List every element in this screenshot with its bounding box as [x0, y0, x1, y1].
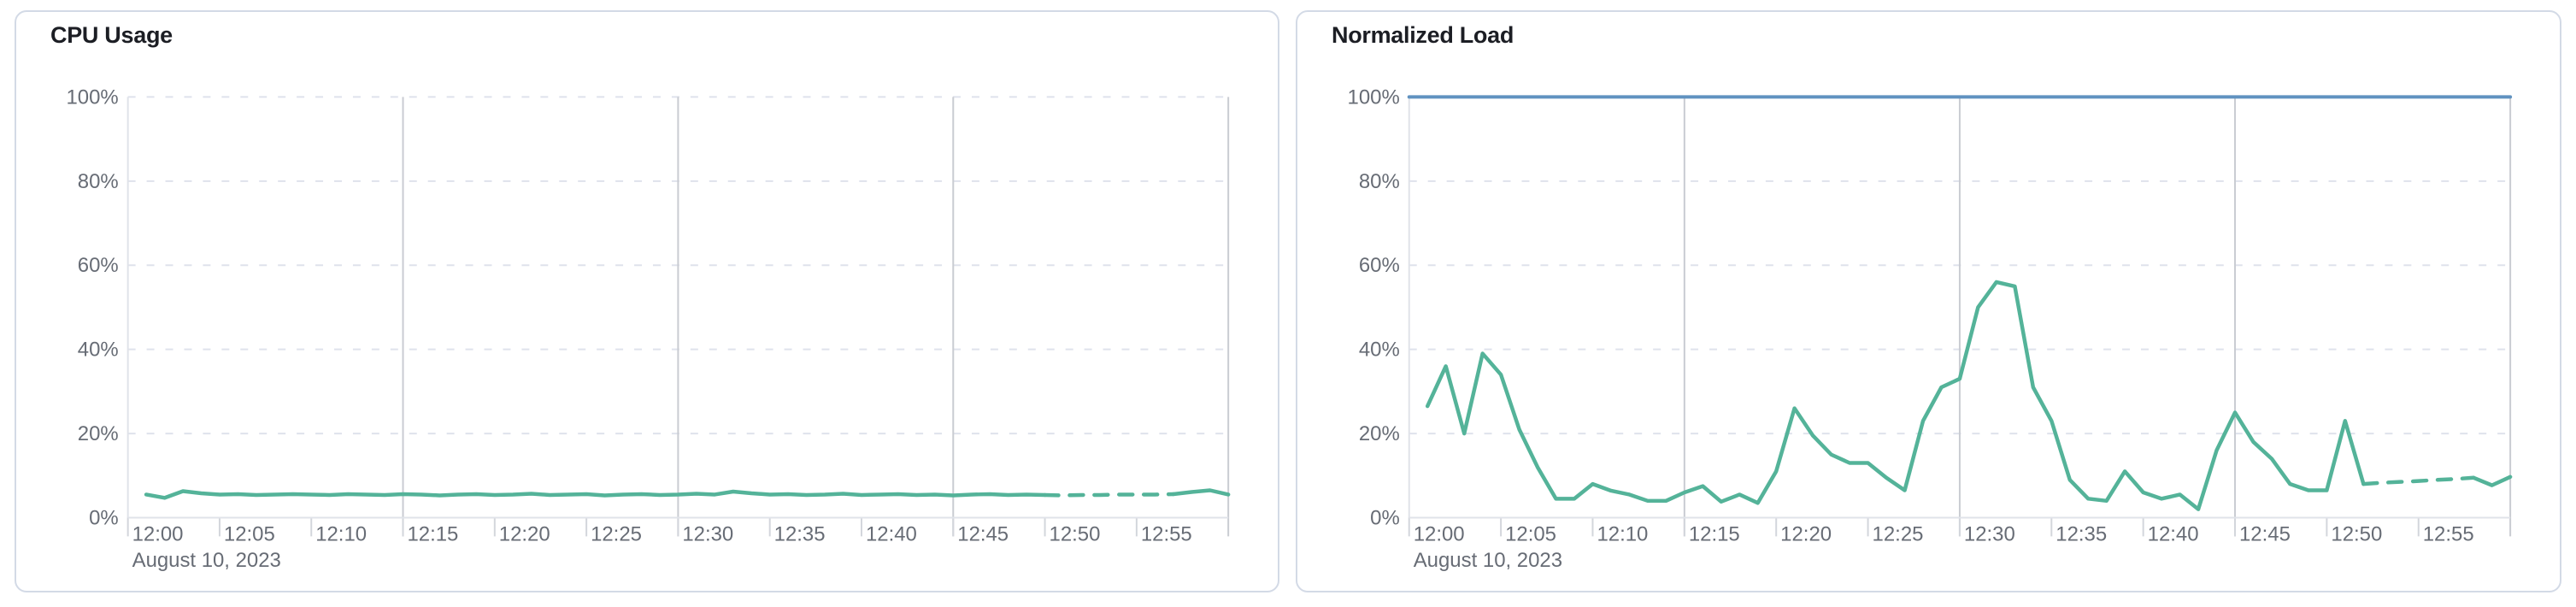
x-axis-label: 12:45 — [2239, 522, 2291, 545]
x-axis-label: 12:30 — [1964, 522, 2015, 545]
y-axis-label: 20% — [1359, 422, 1400, 445]
x-axis-label: 12:55 — [1141, 522, 1192, 545]
x-axis-label: 12:05 — [1505, 522, 1556, 545]
x-axis-label: 12:05 — [224, 522, 275, 545]
panel-title: CPU Usage — [50, 22, 173, 48]
x-axis-label: 12:55 — [2423, 522, 2474, 545]
x-axis-label: 12:15 — [1689, 522, 1740, 545]
x-axis-date-label: August 10, 2023 — [1414, 549, 1562, 572]
cpu-usage-percent-line-tail — [1171, 488, 1231, 497]
x-axis-label: 12:40 — [2148, 522, 2199, 545]
y-axis-label: 100% — [1348, 85, 1400, 109]
axis-labels-group: 100% 80% 60% 40% 20% 0% 12:00 12:05 12:10 12:15 12… — [67, 85, 1192, 572]
x-axis-label: 12:10 — [1597, 522, 1648, 545]
series-group — [1407, 95, 2513, 511]
axis-labels-group: 100% 80% 60% 40% 20% 0% 12:00 12:05 12:10 12:15 12… — [1348, 85, 2474, 572]
y-axis-label: 0% — [89, 506, 119, 529]
series-group — [144, 488, 1231, 500]
y-axis-label: 80% — [78, 170, 119, 193]
cpu-usage-percent-line-dashed — [1043, 492, 1176, 498]
x-axis-label: 12:35 — [774, 522, 826, 545]
x-axis-label: 12:10 — [315, 522, 367, 545]
x-axis-label: 12:50 — [2331, 522, 2382, 545]
y-axis-label: 40% — [1359, 339, 1400, 362]
y-axis-label: 60% — [78, 254, 119, 277]
gridlines-group — [1408, 96, 2512, 537]
normalized-load-percent-line — [1425, 280, 2366, 511]
x-axis-label: 12:25 — [1873, 522, 1924, 545]
y-axis-label: 80% — [1359, 170, 1400, 193]
cpu-usage-panel: CPU Usage 100% 80% 60% 40% 20% 0% 12:00 12:05 12… — [15, 10, 1279, 592]
x-axis-label: 12:00 — [132, 522, 184, 545]
normalized-load-percent-line-dashed — [2361, 475, 2476, 486]
panel-title: Normalized Load — [1332, 22, 1514, 48]
x-axis-label: 12:15 — [408, 522, 459, 545]
x-axis-label: 12:00 — [1414, 522, 1465, 545]
x-axis-label: 12:35 — [2056, 522, 2107, 545]
cpu-usage-chart[interactable]: 100% 80% 60% 40% 20% 0% 12:00 12:05 12:10 12:15 12… — [16, 12, 1278, 591]
y-axis-label: 20% — [78, 422, 119, 445]
normalized-load-chart[interactable]: 100% 80% 60% 40% 20% 0% 12:00 12:05 12:10 12:15 12… — [1297, 12, 2560, 591]
normalized-load-percent-line-tail — [2471, 474, 2513, 487]
x-axis-label: 12:45 — [957, 522, 1009, 545]
y-axis-label: 60% — [1359, 254, 1400, 277]
y-axis-label: 40% — [78, 339, 119, 362]
x-axis-label: 12:30 — [682, 522, 733, 545]
normalized-load-panel: Normalized Load 100% 80% 60% 40% 20% 0% 12:00 1… — [1296, 10, 2561, 592]
y-axis-label: 0% — [1370, 506, 1400, 529]
x-axis-label: 12:50 — [1050, 522, 1101, 545]
y-axis-label: 100% — [67, 85, 119, 109]
x-axis-date-label: August 10, 2023 — [132, 549, 281, 572]
cpu-usage-percent-line — [144, 489, 1047, 500]
x-axis-label: 12:40 — [866, 522, 917, 545]
x-axis-label: 12:20 — [1780, 522, 1832, 545]
x-axis-label: 12:20 — [499, 522, 550, 545]
x-axis-label: 12:25 — [591, 522, 642, 545]
gridlines-group — [126, 96, 1230, 537]
